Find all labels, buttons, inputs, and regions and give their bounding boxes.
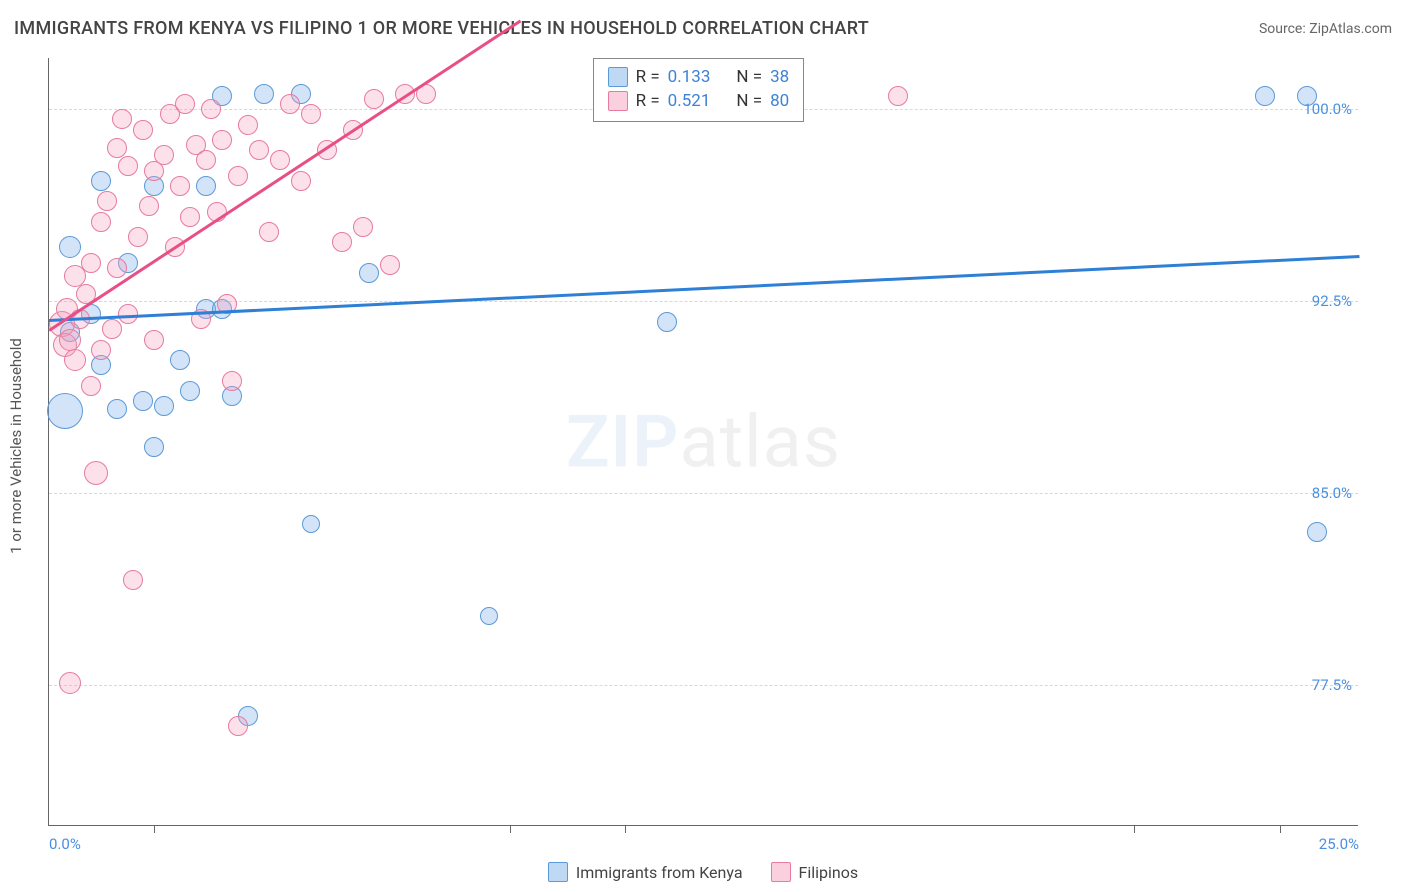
scatter-point — [102, 319, 122, 339]
scatter-point — [657, 312, 677, 332]
scatter-point — [888, 86, 908, 106]
legend-item-series2: Filipinos — [771, 862, 859, 882]
scatter-point — [170, 176, 190, 196]
scatter-point — [480, 607, 498, 625]
scatter-point — [332, 232, 352, 252]
scatter-point — [107, 258, 127, 278]
scatter-point — [154, 145, 174, 165]
scatter-point — [1307, 522, 1327, 542]
scatter-point — [228, 166, 248, 186]
scatter-point — [81, 376, 101, 396]
scatter-point — [64, 349, 86, 371]
scatter-point — [249, 140, 269, 160]
scatter-point — [222, 371, 242, 391]
scatter-point — [301, 104, 321, 124]
legend-label: Filipinos — [799, 863, 859, 882]
x-tick-mark — [510, 825, 511, 833]
legend-n-label: N = — [736, 91, 762, 111]
scatter-point — [97, 191, 117, 211]
legend-r-value: 0.521 — [668, 91, 711, 111]
legend-r-label: R = — [636, 91, 660, 111]
scatter-point — [107, 138, 127, 158]
scatter-point — [364, 89, 384, 109]
scatter-point — [59, 329, 81, 351]
scatter-chart: ZIPatlas 77.5%85.0%92.5%100.0%0.0%25.0%R… — [48, 58, 1358, 826]
scatter-point — [1255, 86, 1275, 106]
scatter-point — [84, 461, 108, 485]
scatter-point — [254, 84, 274, 104]
scatter-point — [175, 94, 195, 114]
scatter-point — [91, 340, 111, 360]
scatter-point — [59, 672, 81, 694]
legend-r-value: 0.133 — [668, 67, 711, 87]
scatter-point — [91, 171, 111, 191]
chart-title: IMMIGRANTS FROM KENYA VS FILIPINO 1 OR M… — [14, 18, 869, 39]
scatter-point — [59, 236, 81, 258]
scatter-point — [107, 399, 127, 419]
scatter-point — [380, 255, 400, 275]
grid-line — [49, 685, 1358, 686]
x-tick-mark — [1134, 825, 1135, 833]
scatter-point — [259, 222, 279, 242]
legend-swatch-icon — [548, 862, 568, 882]
grid-line — [49, 493, 1358, 494]
scatter-point — [47, 393, 83, 429]
legend-n-value: 80 — [770, 91, 789, 111]
scatter-point — [112, 109, 132, 129]
trend-line — [49, 255, 1359, 321]
scatter-point — [212, 130, 232, 150]
scatter-point — [180, 207, 200, 227]
y-tick-label: 85.0% — [1312, 484, 1352, 502]
legend-item-series1: Immigrants from Kenya — [548, 862, 743, 882]
legend-label: Immigrants from Kenya — [576, 863, 743, 882]
scatter-point — [359, 263, 379, 283]
scatter-point — [133, 391, 153, 411]
scatter-point — [123, 570, 143, 590]
legend-row: R = 0.133 N = 38 — [608, 65, 790, 89]
correlation-legend: R = 0.133 N = 38 R = 0.521 N = 80 — [593, 58, 805, 122]
scatter-point — [196, 176, 216, 196]
x-tick-label: 25.0% — [1319, 835, 1359, 853]
scatter-point — [353, 217, 373, 237]
x-tick-mark — [1280, 825, 1281, 833]
scatter-point — [81, 253, 101, 273]
scatter-point — [128, 227, 148, 247]
scatter-point — [170, 350, 190, 370]
legend-n-label: N = — [736, 67, 762, 87]
source-label: Source: ZipAtlas.com — [1259, 21, 1392, 37]
grid-line — [49, 301, 1358, 302]
scatter-point — [280, 94, 300, 114]
legend-r-label: R = — [636, 67, 660, 87]
legend-n-value: 38 — [770, 67, 789, 87]
scatter-point — [144, 330, 164, 350]
y-tick-label: 92.5% — [1312, 292, 1352, 310]
y-tick-label: 77.5% — [1312, 676, 1352, 694]
scatter-point — [91, 212, 111, 232]
bottom-legend: Immigrants from Kenya Filipinos — [0, 862, 1406, 882]
scatter-point — [139, 196, 159, 216]
scatter-point — [180, 381, 200, 401]
legend-swatch-icon — [608, 67, 628, 87]
scatter-point — [228, 716, 248, 736]
trend-line — [48, 20, 521, 332]
scatter-point — [291, 171, 311, 191]
y-axis-label: 1 or more Vehicles in Household — [7, 338, 25, 554]
scatter-point — [270, 150, 290, 170]
scatter-point — [118, 156, 138, 176]
legend-swatch-icon — [608, 91, 628, 111]
x-tick-mark — [154, 825, 155, 833]
legend-swatch-icon — [771, 862, 791, 882]
scatter-point — [144, 437, 164, 457]
watermark: ZIPatlas — [566, 399, 841, 484]
scatter-point — [238, 115, 258, 135]
x-tick-mark — [625, 825, 626, 833]
scatter-point — [201, 99, 221, 119]
legend-row: R = 0.521 N = 80 — [608, 89, 790, 113]
scatter-point — [133, 120, 153, 140]
scatter-point — [1297, 86, 1317, 106]
x-tick-label: 0.0% — [49, 835, 81, 853]
scatter-point — [302, 515, 320, 533]
scatter-point — [196, 150, 216, 170]
scatter-point — [154, 396, 174, 416]
